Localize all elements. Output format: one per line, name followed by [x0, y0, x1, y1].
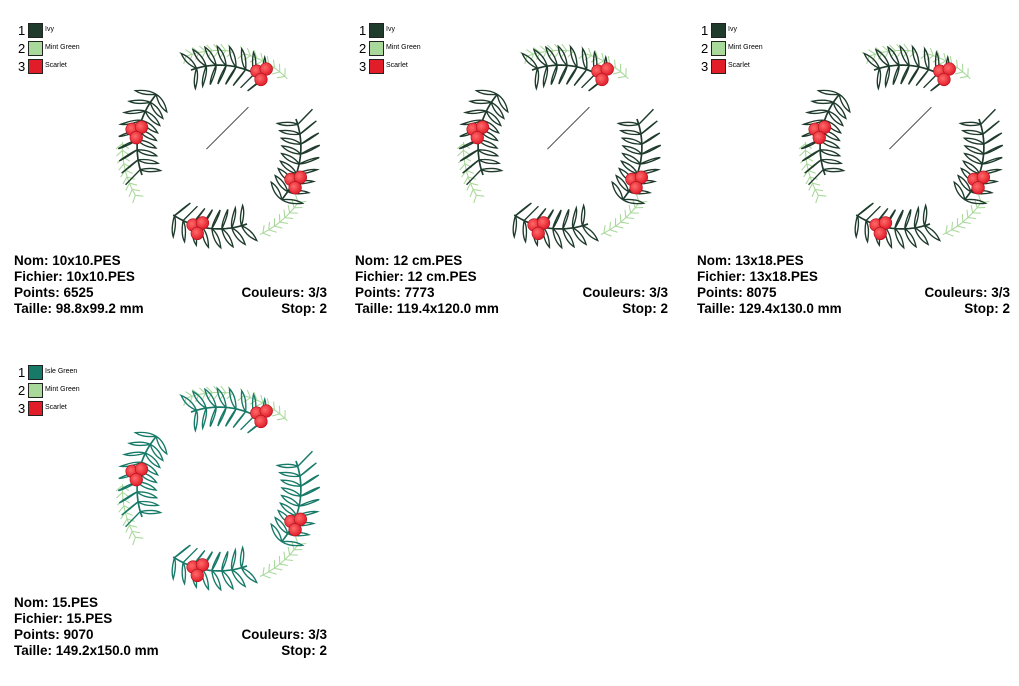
wreath-design-preview	[456, 43, 662, 250]
color-number: 2	[359, 41, 367, 56]
leaf-branches	[117, 44, 321, 250]
color-swatch	[28, 383, 43, 398]
color-number: 3	[18, 59, 26, 74]
mint-sprigs	[456, 43, 648, 237]
color-name: Scarlet	[386, 62, 408, 69]
color-number: 3	[701, 59, 709, 74]
stop-count: 2	[319, 643, 327, 658]
design-info: Nom: 13x18.PES Fichier: 13x18.PES Points…	[697, 253, 1010, 316]
color-swatch	[28, 23, 43, 38]
design-name: 10x10.PES	[52, 253, 121, 268]
color-swatch	[369, 41, 384, 56]
color-count: 3/3	[308, 627, 327, 642]
color-number: 1	[18, 365, 26, 380]
color-name: Mint Green	[45, 44, 80, 51]
color-swatch	[28, 365, 43, 380]
color-number: 2	[18, 41, 26, 56]
color-number: 2	[701, 41, 709, 56]
wreath-design-preview	[115, 43, 321, 250]
color-number: 1	[701, 23, 709, 38]
color-count: 3/3	[308, 285, 327, 300]
mint-sprigs	[115, 385, 307, 579]
wreath-design-preview	[798, 43, 1004, 250]
needle-pointer	[547, 106, 590, 150]
file-name: 10x10.PES	[66, 269, 135, 284]
stitch-count: 9070	[63, 627, 94, 642]
leaf-branches	[117, 386, 321, 592]
design-size: 149.2x150.0 mm	[55, 643, 159, 658]
mint-sprigs	[115, 43, 307, 237]
color-name: Scarlet	[45, 62, 67, 69]
berry-clusters	[808, 62, 990, 241]
color-count: 3/3	[649, 285, 668, 300]
design-size: 119.4x120.0 mm	[396, 301, 499, 316]
design-card-1[interactable]: 1 Ivy 2 Mint Green 3 Scarlet Nom: 10x10.…	[14, 20, 334, 340]
design-card-2[interactable]: 1 Ivy 2 Mint Green 3 Scarlet Nom: 12 cm.…	[355, 20, 675, 340]
color-name: Scarlet	[728, 62, 750, 69]
color-number: 2	[18, 383, 26, 398]
color-name: Ivy	[386, 26, 395, 33]
file-name: 12 cm.PES	[407, 269, 477, 284]
design-name: 13x18.PES	[735, 253, 804, 268]
color-name: Isle Green	[45, 368, 78, 375]
design-size: 98.8x99.2 mm	[55, 301, 144, 316]
color-swatch	[369, 59, 384, 74]
design-info: Nom: 12 cm.PES Fichier: 12 cm.PES Points…	[355, 253, 668, 316]
color-number: 1	[359, 23, 367, 38]
design-info: Nom: 10x10.PES Fichier: 10x10.PES Points…	[14, 253, 327, 316]
color-swatch	[28, 41, 43, 56]
design-info: Nom: 15.PES Fichier: 15.PES Points: 9070…	[14, 595, 327, 658]
color-name: Mint Green	[45, 386, 80, 393]
color-swatch	[28, 59, 43, 74]
stitch-count: 8075	[746, 285, 777, 300]
wreath-design-preview	[115, 385, 321, 592]
file-name: 15.PES	[66, 611, 113, 626]
stitch-count: 6525	[63, 285, 94, 300]
file-name: 13x18.PES	[749, 269, 818, 284]
mint-sprigs	[798, 43, 990, 237]
needle-pointer	[206, 106, 249, 150]
color-name: Ivy	[45, 26, 54, 33]
color-count: 3/3	[991, 285, 1010, 300]
needle-pointer	[889, 106, 932, 150]
color-swatch	[711, 41, 726, 56]
design-card-4[interactable]: 1 Isle Green 2 Mint Green 3 Scarlet Nom:…	[14, 362, 334, 682]
color-name: Mint Green	[728, 44, 763, 51]
berry-clusters	[466, 62, 648, 241]
color-name: Scarlet	[45, 404, 67, 411]
berry-clusters	[125, 404, 307, 583]
color-swatch	[369, 23, 384, 38]
leaf-branches	[800, 44, 1004, 250]
color-number: 1	[18, 23, 26, 38]
leaf-branches	[458, 44, 662, 250]
stop-count: 2	[319, 301, 327, 316]
color-name: Ivy	[728, 26, 737, 33]
design-name: 15.PES	[52, 595, 99, 610]
color-swatch	[28, 401, 43, 416]
design-size: 129.4x130.0 mm	[738, 301, 842, 316]
color-name: Mint Green	[386, 44, 421, 51]
stitch-count: 7773	[404, 285, 435, 300]
design-name: 12 cm.PES	[393, 253, 463, 268]
color-number: 3	[18, 401, 26, 416]
color-swatch	[711, 23, 726, 38]
color-swatch	[711, 59, 726, 74]
color-number: 3	[359, 59, 367, 74]
stop-count: 2	[1002, 301, 1010, 316]
berry-clusters	[125, 62, 307, 241]
design-card-3[interactable]: 1 Ivy 2 Mint Green 3 Scarlet Nom: 13x18.…	[697, 20, 1017, 340]
stop-count: 2	[660, 301, 668, 316]
